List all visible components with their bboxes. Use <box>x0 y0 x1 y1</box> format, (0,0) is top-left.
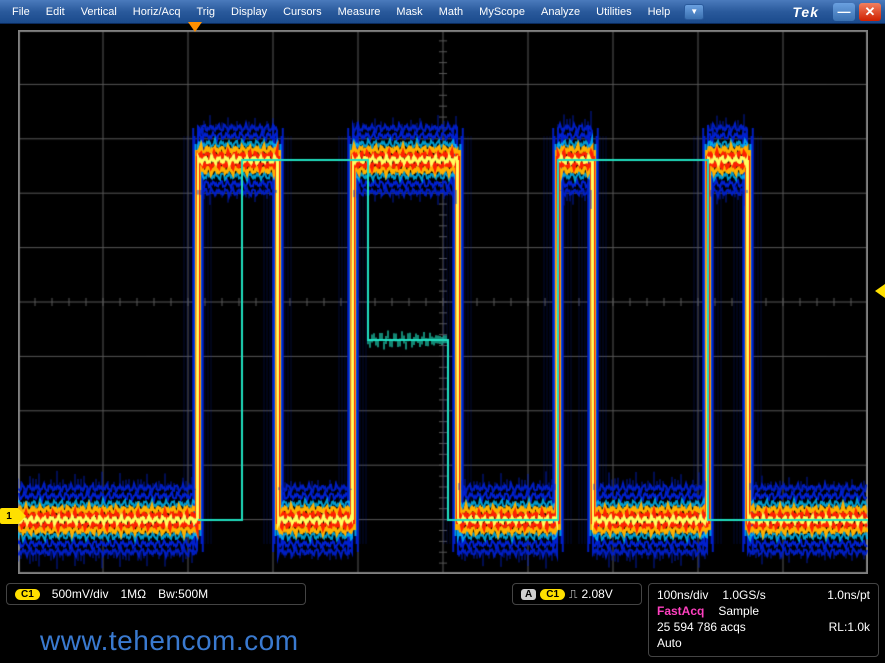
sample-mode-value: Sample <box>718 604 759 618</box>
channel-1-badge: C1 <box>15 589 40 600</box>
waveform-canvas[interactable] <box>18 30 868 574</box>
menu-myscope[interactable]: MyScope <box>471 3 533 21</box>
menu-edit[interactable]: Edit <box>38 3 73 21</box>
record-length-value: RL:1.0k <box>829 620 870 634</box>
status-bar: C1 500mV/div 1MΩ Bᴡ:500M A C1 ⎍ 2.08V 10… <box>0 580 885 662</box>
menu-help[interactable]: Help <box>640 3 679 21</box>
menu-utilities[interactable]: Utilities <box>588 3 639 21</box>
menu-analyze[interactable]: Analyze <box>533 3 588 21</box>
trigger-position-marker[interactable] <box>188 22 202 32</box>
oscilloscope-display: 1 <box>0 24 885 580</box>
trigger-source-badge: C1 <box>540 589 565 600</box>
menu-mask[interactable]: Mask <box>388 3 430 21</box>
acquisition-info-panel[interactable]: 100ns/div 1.0GS/s 1.0ns/pt FastAcq Sampl… <box>648 583 879 657</box>
trigger-info-panel[interactable]: A C1 ⎍ 2.08V <box>512 583 642 605</box>
window-close-button[interactable]: ✕ <box>859 3 881 21</box>
timebase-value: 100ns/div <box>657 588 708 602</box>
brand-logo: Tek <box>792 4 819 20</box>
trigger-level-marker[interactable] <box>875 284 885 298</box>
channel-1-ground-marker[interactable]: 1 <box>0 508 18 524</box>
trigger-level-value: 2.08V <box>581 587 612 601</box>
channel-info-panel[interactable]: C1 500mV/div 1MΩ Bᴡ:500M <box>6 583 306 605</box>
menu-bar: File Edit Vertical Horiz/Acq Trig Displa… <box>0 0 885 24</box>
trigger-mode-value: Auto <box>657 636 682 650</box>
menu-trig[interactable]: Trig <box>188 3 223 21</box>
rising-edge-icon: ⎍ <box>569 587 577 602</box>
fastacq-label: FastAcq <box>657 604 704 618</box>
time-resolution-value: 1.0ns/pt <box>827 588 870 602</box>
menu-vertical[interactable]: Vertical <box>73 3 125 21</box>
input-impedance-value: 1MΩ <box>121 587 147 601</box>
bandwidth-value: Bᴡ:500M <box>158 587 208 601</box>
menu-measure[interactable]: Measure <box>330 3 389 21</box>
menu-file[interactable]: File <box>4 3 38 21</box>
menu-horiz-acq[interactable]: Horiz/Acq <box>125 3 189 21</box>
menu-math[interactable]: Math <box>431 3 471 21</box>
menu-display[interactable]: Display <box>223 3 275 21</box>
trigger-a-badge: A <box>521 589 536 600</box>
window-minimize-button[interactable]: — <box>833 3 855 21</box>
sample-rate-value: 1.0GS/s <box>722 588 765 602</box>
toolbar-dropdown-button[interactable]: ▼ <box>684 4 704 20</box>
menu-cursors[interactable]: Cursors <box>275 3 330 21</box>
acquisition-count-value: 25 594 786 acqs <box>657 620 746 634</box>
vertical-scale-value: 500mV/div <box>52 587 109 601</box>
